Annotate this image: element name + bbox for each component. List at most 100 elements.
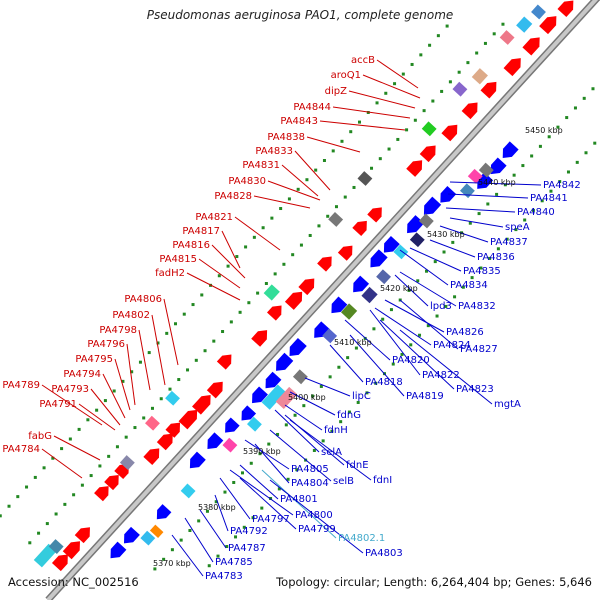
reverse-gene-arrow — [265, 371, 282, 389]
forward-gene-block — [471, 68, 488, 85]
tick-dot — [98, 464, 102, 468]
map-title: Pseudomonas aeruginosa PAO1, complete ge… — [146, 8, 454, 22]
reverse-gene-arrow — [289, 337, 307, 357]
kbp-tick-label: 5410 kbp — [334, 338, 372, 347]
reverse-gene-arrow — [314, 321, 331, 338]
tick-dot — [238, 310, 242, 314]
forward-gene-label: fadH2 — [155, 268, 185, 279]
reverse-gene-label: PA4832 — [458, 301, 496, 312]
forward-gene-arrow — [557, 0, 574, 18]
tick-dot — [133, 426, 137, 430]
tick-dot — [295, 468, 299, 472]
tick-dot — [393, 82, 397, 86]
tick-dot — [112, 389, 116, 393]
forward-gene-arrow — [178, 409, 198, 430]
leader-line — [253, 195, 311, 209]
forward-gene-label: PA4816 — [172, 240, 210, 251]
leader-line — [449, 181, 542, 186]
reverse-gene-arrow — [207, 432, 224, 450]
accession-text: Accession: NC_002516 — [8, 575, 139, 589]
leader-line — [199, 509, 227, 549]
tick-dot — [488, 256, 492, 260]
tick-dot — [229, 320, 233, 324]
tick-dot — [451, 240, 455, 244]
tick-dot — [186, 368, 190, 372]
tick-dot — [197, 519, 201, 523]
leader-line — [376, 59, 419, 89]
tick-dot — [457, 70, 461, 74]
reverse-gene-block — [322, 328, 338, 344]
forward-gene-label: fabG — [28, 431, 52, 442]
leader-line — [186, 272, 241, 301]
leader-line — [449, 217, 504, 228]
forward-gene-arrow — [539, 16, 557, 35]
leader-line — [229, 469, 294, 516]
leader-line — [261, 469, 337, 539]
tick-dot — [216, 554, 220, 558]
tick-dot — [523, 218, 527, 222]
tick-dot — [396, 137, 400, 141]
tick-dot — [156, 341, 160, 345]
tick-dot — [358, 120, 362, 124]
tick-dot — [261, 226, 265, 230]
tick-dot — [153, 567, 157, 571]
forward-gene-arrow — [51, 554, 68, 572]
leader-line — [41, 448, 83, 479]
tick-dot — [51, 456, 55, 460]
tick-dot — [179, 538, 183, 542]
reverse-gene-block — [246, 416, 262, 432]
tick-dot — [16, 495, 20, 499]
forward-gene-block — [421, 121, 437, 137]
forward-gene-label: PA4789 — [2, 380, 40, 391]
tick-dot — [436, 34, 440, 38]
tick-dot — [287, 197, 291, 201]
forward-gene-arrow — [251, 330, 268, 347]
tick-dot — [448, 80, 452, 84]
kbp-tick-label: 5370 kbp — [153, 559, 191, 568]
tick-dot — [575, 160, 579, 164]
forward-gene-label: PA4843 — [280, 116, 318, 127]
leader-line — [114, 358, 131, 411]
tick-dot — [496, 247, 500, 251]
kbp-tick-label: 5380 kbp — [198, 503, 236, 512]
tick-dot — [205, 509, 209, 513]
tick-dot — [442, 250, 446, 254]
forward-gene-label: PA4844 — [293, 102, 331, 113]
leader-line — [409, 247, 462, 272]
tick-dot — [0, 514, 2, 518]
genome-backbone — [45, 0, 600, 600]
forward-gene-arrow — [104, 475, 119, 491]
forward-gene-block — [145, 415, 160, 431]
tick-dot — [419, 53, 423, 57]
reverse-gene-block — [140, 530, 156, 546]
leader-line — [289, 391, 336, 416]
forward-gene-arrow — [62, 541, 80, 560]
leader-line — [78, 403, 116, 431]
reverse-gene-block — [418, 213, 434, 229]
forward-gene-block — [119, 455, 135, 470]
tick-dot — [72, 493, 76, 497]
forward-gene-block — [531, 4, 546, 20]
kbp-tick-label: 5390 kbp — [243, 447, 281, 456]
leader-line — [198, 258, 241, 289]
tick-dot — [256, 291, 260, 295]
tick-dot — [37, 531, 41, 535]
gene-labels: accB aroQ1 dipZ PA4844 PA4843 PA4838 PA4833 PA4… — [2, 55, 580, 582]
tick-dot — [319, 384, 323, 388]
reverse-gene-label: PA4800 — [295, 510, 333, 521]
leader-line — [184, 517, 214, 563]
tick-dot — [234, 535, 238, 539]
tick-dot — [445, 24, 449, 28]
tick-dot — [138, 360, 142, 364]
reverse-gene-block — [340, 303, 358, 320]
leader-line — [281, 164, 319, 197]
forward-gene-arrow — [206, 381, 223, 399]
leader-line — [269, 429, 332, 482]
tick-dot — [249, 461, 253, 465]
leader-line — [439, 225, 489, 243]
tick-dot — [381, 317, 385, 321]
tick-dot — [591, 87, 595, 91]
forward-gene-label: PA4838 — [267, 132, 305, 143]
forward-gene-label: PA4817 — [182, 226, 220, 237]
leader-line — [214, 494, 229, 532]
